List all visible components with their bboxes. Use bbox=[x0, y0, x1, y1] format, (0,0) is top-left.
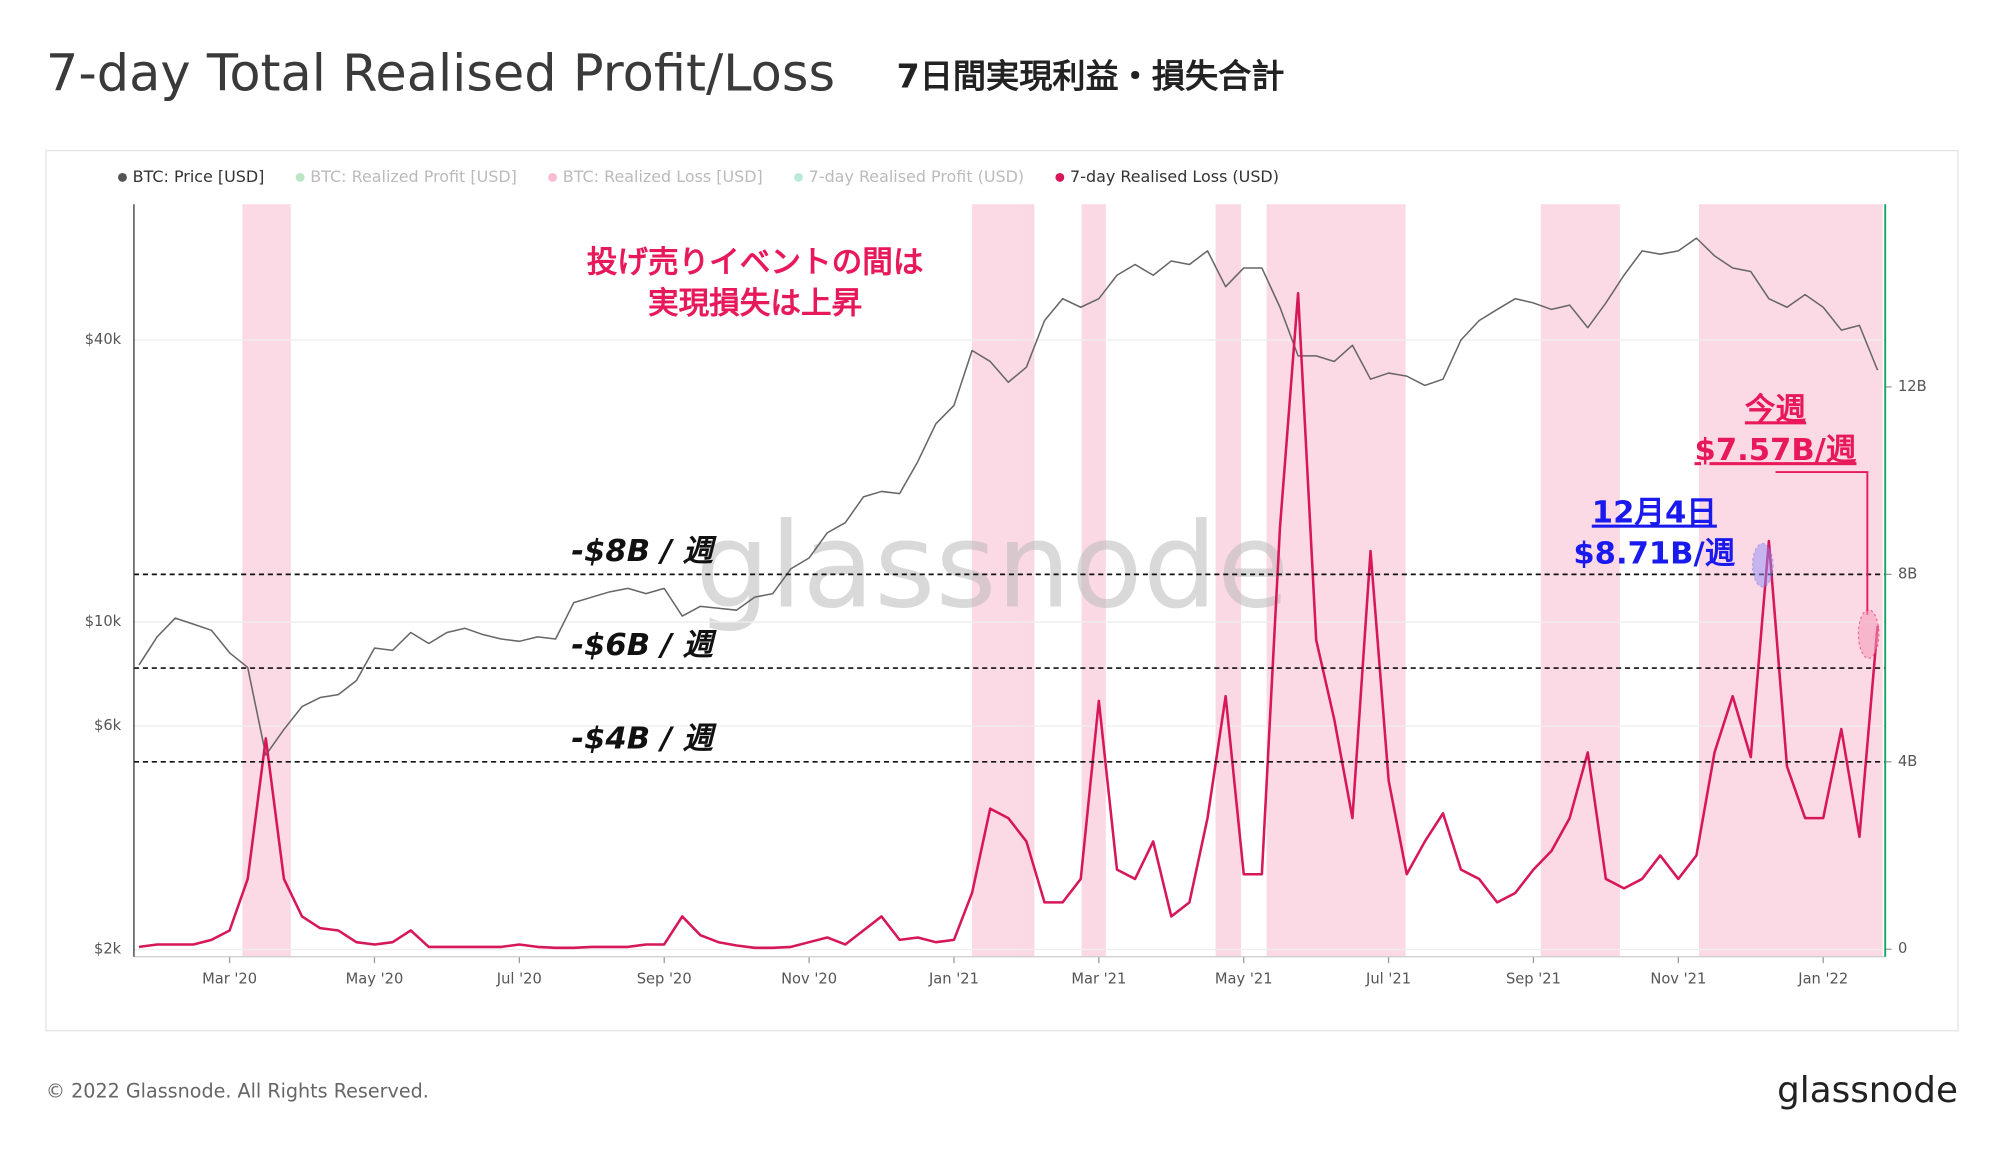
x-tick-label: Sep '20 bbox=[637, 971, 692, 988]
highlight-ellipse bbox=[1857, 609, 1880, 659]
y-tick-label: $2k bbox=[94, 940, 122, 957]
band bbox=[242, 204, 291, 957]
legend-label: BTC: Realized Profit [USD] bbox=[310, 167, 517, 186]
legend-dot bbox=[794, 172, 803, 182]
highlight-ellipse bbox=[1751, 542, 1774, 588]
legend-label: BTC: Realized Loss [USD] bbox=[563, 167, 763, 186]
annotation: $7.57B/週 bbox=[1695, 433, 1857, 468]
page-subtitle: 7日間実現利益・損失合計 bbox=[897, 56, 1285, 95]
x-tick-label: Mar '20 bbox=[202, 971, 257, 988]
legend-dot bbox=[295, 172, 305, 182]
chart-frame bbox=[45, 149, 1959, 1032]
x-tick-label: May '21 bbox=[1215, 971, 1273, 988]
logo: glassnode bbox=[1777, 1070, 1958, 1111]
y2-tick-label: 8B bbox=[1898, 565, 1917, 582]
annotation: 実現損失は上昇 bbox=[648, 286, 862, 321]
annotation: 12月4日 bbox=[1592, 496, 1717, 531]
x-tick-label: Jan '22 bbox=[1797, 971, 1848, 988]
legend-dot bbox=[548, 172, 558, 182]
reference-label: -$6B / 週 bbox=[571, 628, 717, 663]
annotation: 今週 bbox=[1745, 391, 1807, 427]
x-tick-label: May '20 bbox=[346, 971, 404, 988]
band bbox=[971, 204, 1035, 957]
legend-dot bbox=[117, 172, 127, 182]
y-tick-label: $40k bbox=[85, 331, 122, 348]
y-tick-label: $6k bbox=[94, 717, 122, 734]
reference-label: -$8B / 週 bbox=[571, 534, 717, 569]
copyright: © 2022 Glassnode. All Rights Reserved. bbox=[46, 1079, 429, 1102]
band bbox=[1540, 204, 1620, 957]
annotation: $8.71B/週 bbox=[1573, 536, 1735, 571]
x-tick-label: Nov '20 bbox=[781, 971, 837, 988]
legend-dot bbox=[1055, 172, 1065, 182]
x-tick-label: Sep '21 bbox=[1506, 971, 1561, 988]
x-tick-label: Jul '20 bbox=[496, 971, 542, 988]
x-tick-label: Jan '21 bbox=[928, 971, 979, 988]
x-tick-label: Mar '21 bbox=[1071, 971, 1126, 988]
band bbox=[1215, 204, 1242, 957]
page-title: 7-day Total Realised Profit/Loss bbox=[46, 45, 835, 104]
y-tick-label: $10k bbox=[85, 613, 122, 630]
callout-line bbox=[1775, 471, 1869, 615]
highlight-bands bbox=[242, 204, 1883, 957]
x-tick-label: Jul '21 bbox=[1365, 971, 1411, 988]
series-line bbox=[138, 237, 1879, 756]
legend-label: 7-day Realised Profit (USD) bbox=[809, 167, 1024, 186]
reference-label: -$4B / 週 bbox=[571, 722, 717, 757]
y2-tick-label: 0 bbox=[1898, 940, 1907, 957]
watermark: glassnode bbox=[695, 497, 1289, 634]
annotation: 投げ売りイベントの間は bbox=[587, 246, 924, 281]
band bbox=[1698, 204, 1883, 957]
legend-label: 7-day Realised Loss (USD) bbox=[1070, 167, 1279, 186]
y2-tick-label: 4B bbox=[1898, 753, 1917, 770]
series-line bbox=[138, 291, 1879, 950]
legend-label: BTC: Price [USD] bbox=[133, 167, 265, 186]
x-tick-label: Nov '21 bbox=[1650, 971, 1706, 988]
band bbox=[1266, 204, 1406, 957]
y2-tick-label: 12B bbox=[1898, 378, 1927, 395]
